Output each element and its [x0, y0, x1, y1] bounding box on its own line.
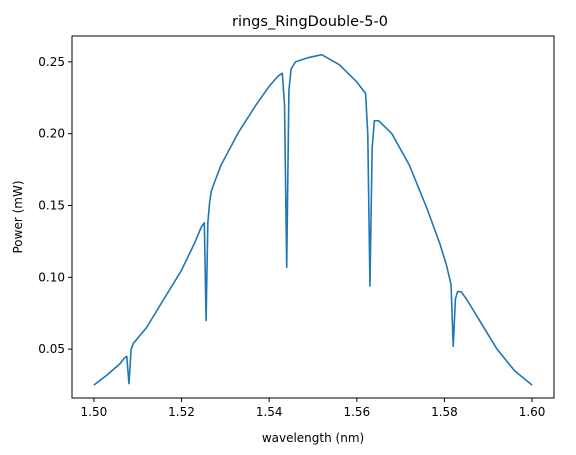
y-axis-label: Power (mW)	[11, 180, 25, 253]
x-tick-label: 1.52	[168, 405, 195, 419]
y-tick-label: 0.05	[38, 342, 65, 356]
x-tick-label: 1.50	[81, 405, 108, 419]
x-axis-label: wavelength (nm)	[262, 431, 364, 445]
x-axis: 1.50 1.52 1.54 1.56 1.58 1.60	[81, 398, 546, 419]
y-tick-label: 0.15	[38, 199, 65, 213]
x-tick-label: 1.58	[431, 405, 458, 419]
x-tick-label: 1.54	[256, 405, 283, 419]
y-tick-label: 0.20	[38, 127, 65, 141]
y-tick-label: 0.10	[38, 270, 65, 284]
series-line-0	[93, 53, 533, 386]
chart-title: rings_RingDouble-5-0	[232, 14, 388, 30]
plot-area	[93, 53, 533, 386]
x-tick-label: 1.60	[519, 405, 546, 419]
x-tick-label: 1.56	[343, 405, 370, 419]
y-axis: 0.05 0.10 0.15 0.20 0.25	[38, 55, 72, 356]
plot-frame	[71, 35, 555, 399]
y-tick-label: 0.25	[38, 55, 65, 69]
